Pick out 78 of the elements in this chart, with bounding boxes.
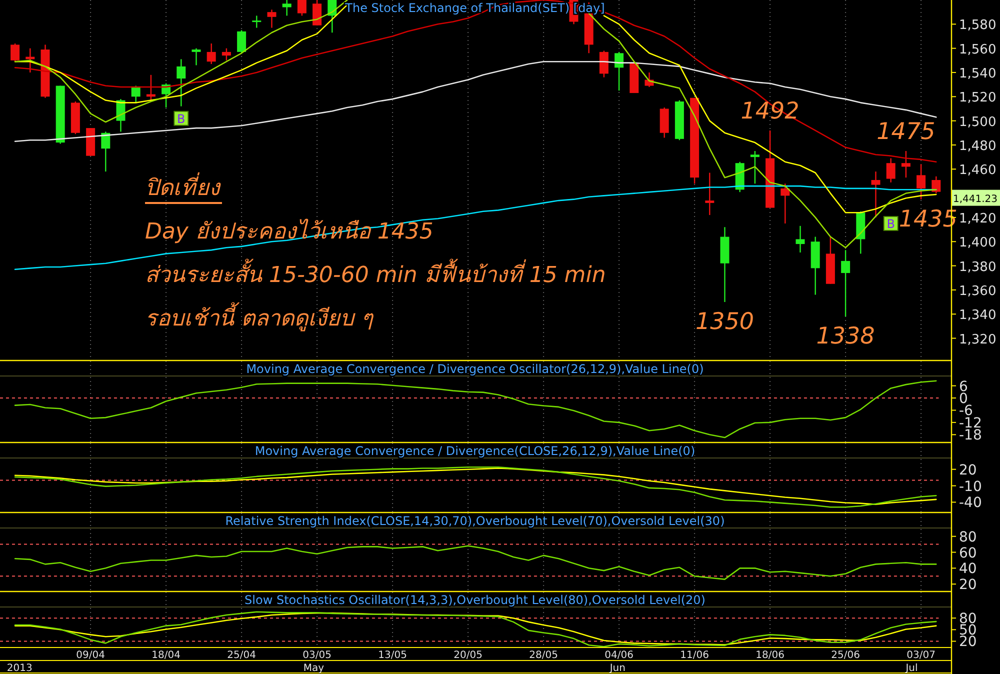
x-tick-label: 04/06 bbox=[604, 650, 634, 661]
candlestick bbox=[252, 15, 262, 28]
y-tick-label: 1,480 bbox=[959, 138, 996, 154]
x-tick-label: 25/04 bbox=[227, 650, 256, 661]
x-tick-label: 09/04 bbox=[76, 650, 105, 661]
candlestick bbox=[146, 74, 156, 101]
line-series bbox=[14, 380, 937, 438]
candlestick bbox=[780, 183, 790, 224]
y-tick-label: 1,420 bbox=[959, 211, 996, 226]
x-tick-label: 18/06 bbox=[756, 650, 784, 661]
y-tick-label: 1,520 bbox=[959, 90, 996, 106]
x2-tick-label: Jun bbox=[608, 663, 626, 674]
candlestick bbox=[312, 0, 322, 26]
chart-title: Relative Strength Index(CLOSE,14,30,70),Overbought Level(70),Oversold Level(30) bbox=[225, 514, 725, 528]
text: 1350 bbox=[695, 309, 754, 336]
x-tick-label: 25/06 bbox=[831, 650, 860, 661]
candlestick bbox=[871, 170, 880, 218]
y-tick-label: 1,400 bbox=[959, 236, 996, 251]
y-tick-label: 20 bbox=[959, 462, 977, 478]
y-tick-label: 1,560 bbox=[959, 42, 996, 58]
y-tick-label: 1,380 bbox=[959, 260, 996, 275]
y-tick-label: 1,540 bbox=[959, 66, 996, 82]
data-label: B bbox=[886, 216, 895, 231]
y-tick-label: 40 bbox=[959, 561, 977, 578]
chart-title: Moving Average Convergence / Divergence Oscillator(26,12,9),Value Line(0) bbox=[246, 362, 704, 376]
x-tick-label: 03/05 bbox=[302, 650, 332, 661]
candlestick bbox=[614, 51, 624, 92]
y-tick-label: -40 bbox=[959, 495, 982, 512]
candlestick bbox=[192, 48, 201, 66]
x2-tick-label: Jul bbox=[904, 663, 918, 674]
x2-tick-label: 2013 bbox=[6, 663, 32, 674]
y-tick-label: 1,340 bbox=[959, 308, 996, 324]
candlestick bbox=[176, 58, 186, 107]
y-tick-label: -18 bbox=[959, 428, 982, 444]
text: 1338 bbox=[816, 324, 875, 350]
x-tick-label: 20/05 bbox=[454, 650, 482, 661]
candlestick bbox=[599, 50, 608, 78]
candlestick bbox=[267, 9, 276, 28]
line-series bbox=[14, 0, 937, 163]
line-series bbox=[14, 545, 937, 580]
y-tick-label: -10 bbox=[959, 478, 982, 495]
text: 1475 bbox=[876, 119, 936, 146]
candlestick bbox=[206, 42, 216, 65]
annotation: รอบเช้านี้ ตลาดดูเงียบ ๆ bbox=[145, 302, 374, 332]
y-tick-label: 60 bbox=[959, 545, 977, 562]
x-tick-label: 18/04 bbox=[152, 650, 180, 661]
y-tick-label: 1,441.23 bbox=[953, 194, 998, 205]
chart-title: Moving Average Convergence / Divergence(CLOSE,26,12,9),Value Line(0) bbox=[254, 444, 696, 458]
y-tick-label: 1,460 bbox=[959, 163, 996, 178]
x-tick-label: 11/06 bbox=[680, 650, 709, 661]
y-tick-label: 1,500 bbox=[959, 114, 996, 130]
y-tick-label: 20 bbox=[959, 577, 977, 594]
y-tick-label: 1,360 bbox=[959, 284, 996, 299]
data-label: B bbox=[177, 112, 186, 126]
candlestick bbox=[222, 48, 231, 62]
y-tick-label: 1,580 bbox=[959, 18, 996, 34]
candlestick bbox=[131, 85, 140, 104]
candlestick bbox=[237, 30, 246, 54]
candlestick bbox=[916, 164, 926, 200]
x-tick-label: 03/07 bbox=[906, 650, 936, 661]
chart-title: Slow Stochastics Oscillator(14,3,3),Overbought Level(80),Oversold Level(20) bbox=[244, 593, 706, 607]
candlestick bbox=[796, 225, 805, 254]
x-tick-label: 28/05 bbox=[529, 650, 558, 661]
candlestick bbox=[101, 131, 110, 172]
y-tick-label: 80 bbox=[959, 529, 977, 546]
candlestick bbox=[886, 158, 896, 184]
x-tick-label: 13/05 bbox=[378, 650, 407, 661]
candlestick bbox=[750, 150, 760, 184]
y-tick-label: 1,320 bbox=[959, 332, 996, 348]
x2-tick-label: May bbox=[303, 663, 324, 674]
candlestick bbox=[297, 0, 306, 16]
candlestick bbox=[282, 0, 292, 16]
candlestick bbox=[901, 150, 910, 178]
annotation: ปิดเที่ยง bbox=[145, 172, 222, 201]
annotation: ส่วนระยะสั้น 15-30-60 min มีฟื้นบ้างที่ 15 min bbox=[145, 258, 606, 288]
candlestick bbox=[10, 42, 20, 62]
candlestick bbox=[841, 249, 850, 318]
candlestick bbox=[705, 172, 714, 216]
